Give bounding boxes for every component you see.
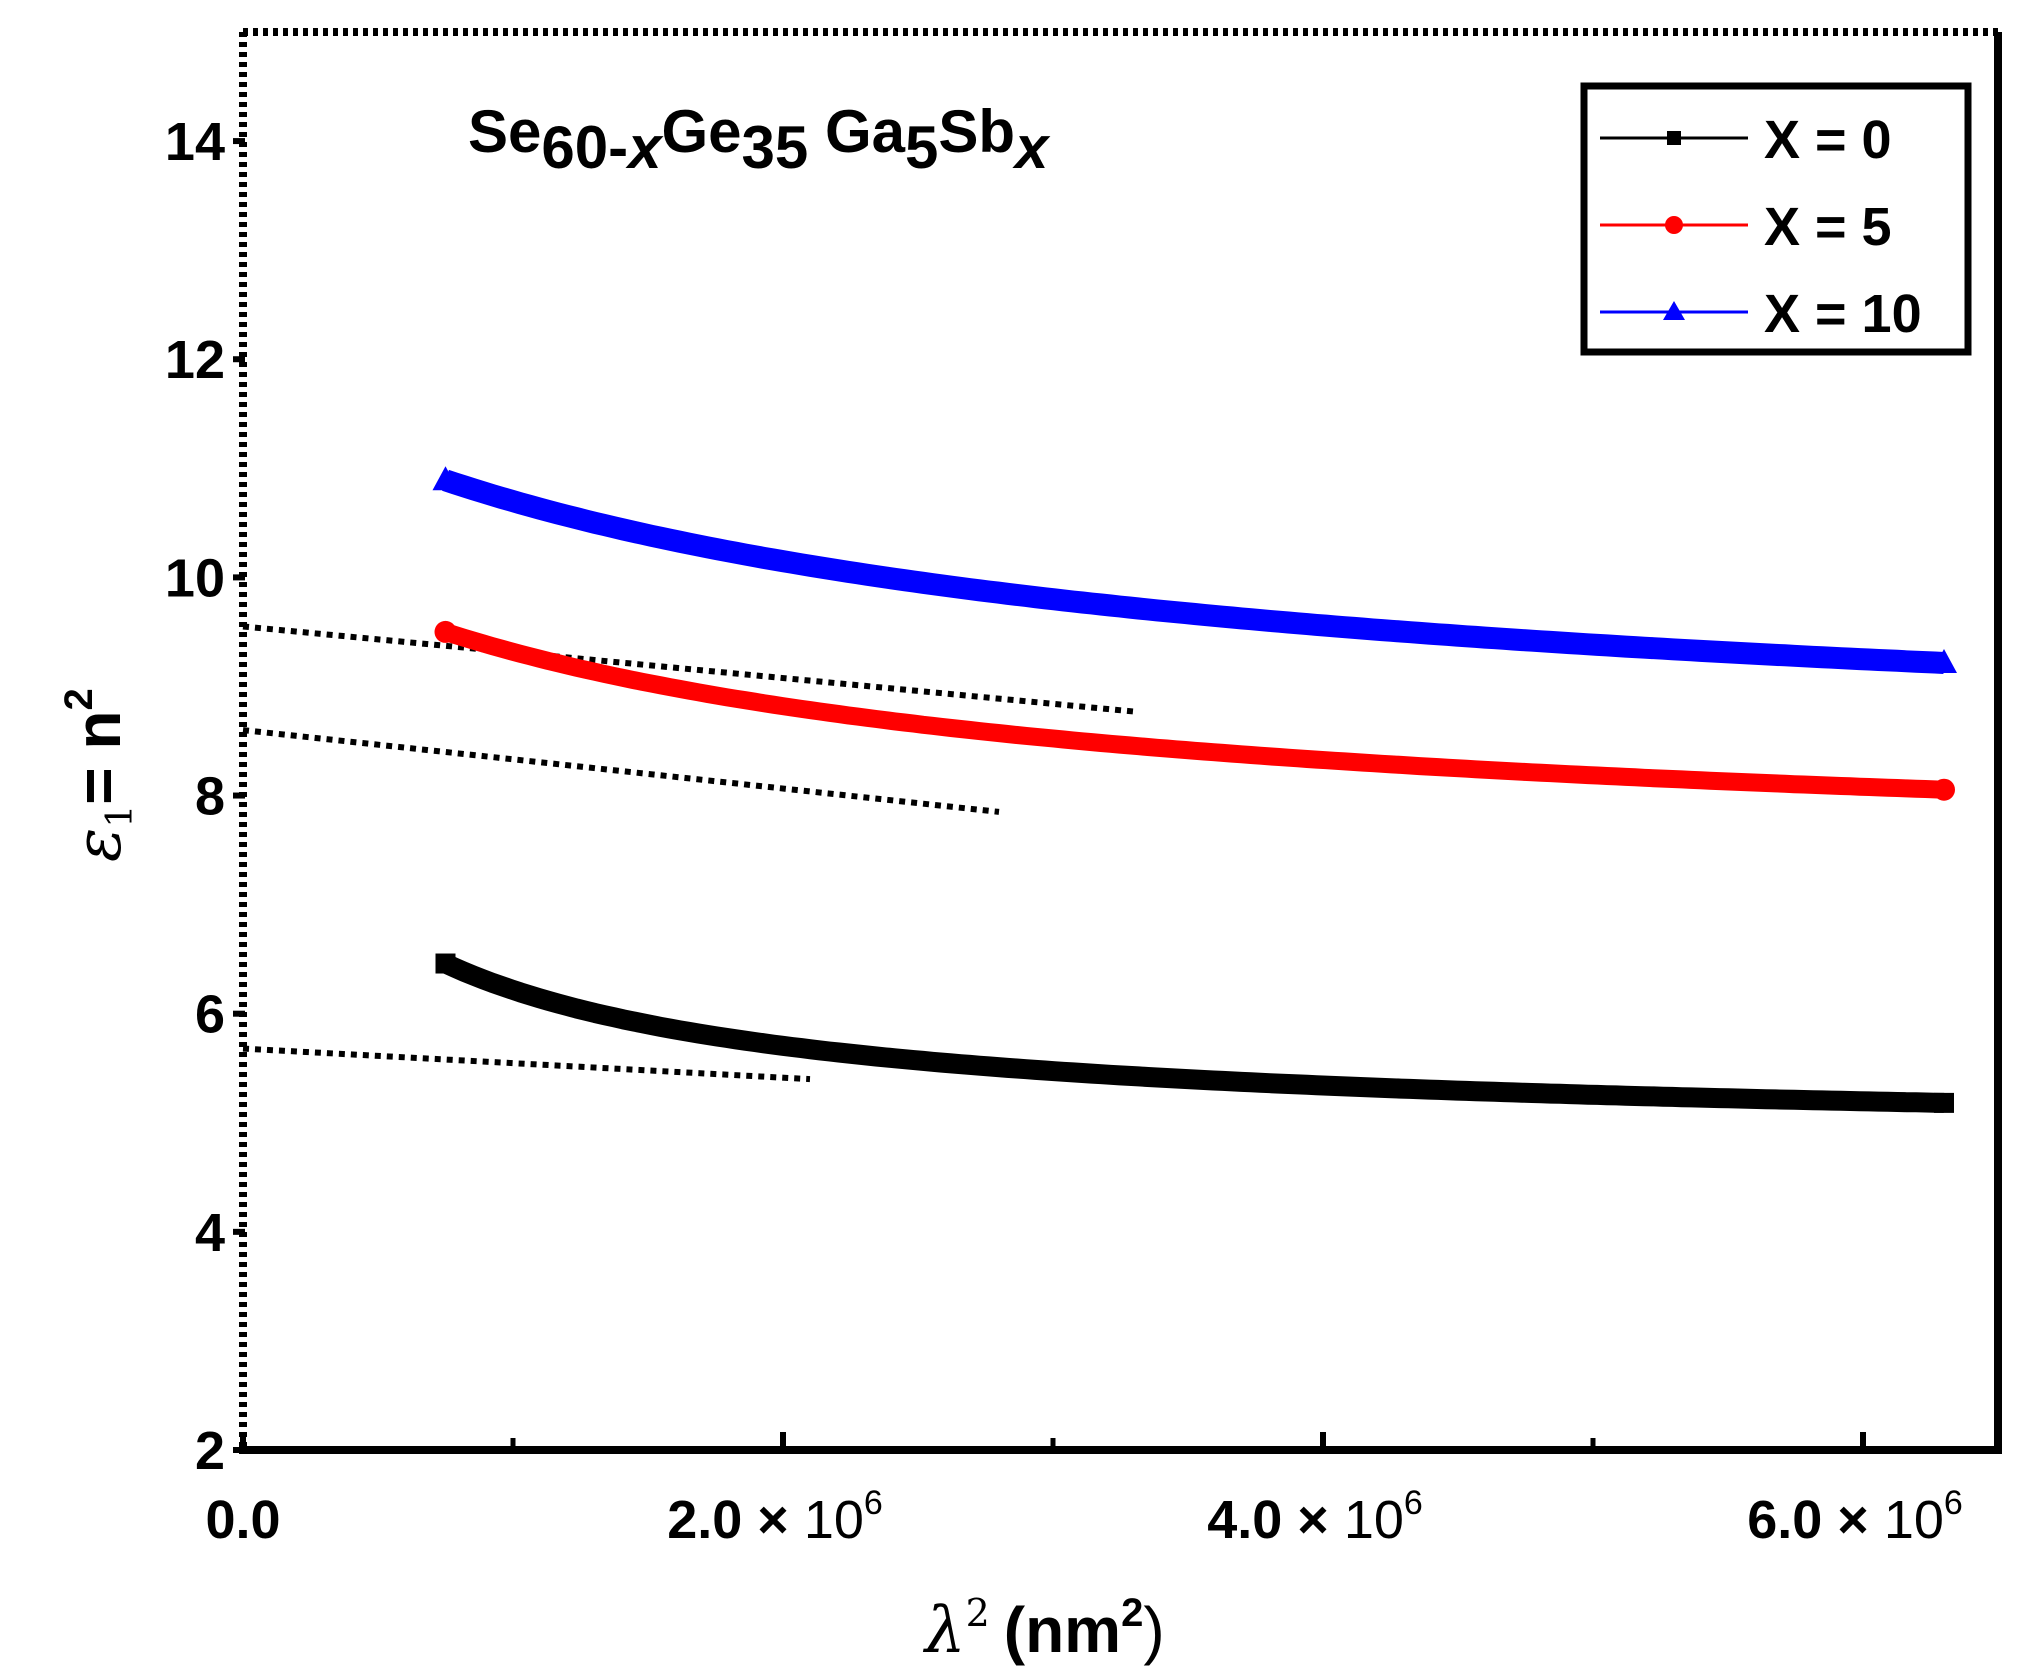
composition-element-1: Se — [468, 98, 541, 165]
x-tick-exp: 6 — [864, 1484, 883, 1522]
y-axis-sup: 2 — [57, 688, 101, 710]
x-tick-mantissa: 2.0 — [667, 1490, 742, 1550]
legend-marker-triangle — [1663, 301, 1685, 320]
x-tick-label-1: 2.0 × 106 — [667, 1484, 883, 1550]
y-tick-label-6: 6 — [195, 985, 225, 1045]
x-tick-mantissa: 6.0 — [1747, 1490, 1822, 1550]
composition-subvar-4: x — [1012, 114, 1051, 181]
composition-element-3: Ga — [808, 98, 905, 165]
x-tick-base: 10 — [1344, 1490, 1404, 1550]
legend-marker-circle — [1665, 216, 1683, 234]
legend-marker-square — [1667, 131, 1681, 145]
y-axis-symbol-sub: 1 — [100, 805, 141, 828]
series-3-start-marker — [432, 466, 459, 491]
x-tick-exp: 6 — [1404, 1484, 1423, 1522]
x-tick-times: × — [742, 1490, 804, 1550]
x-tick-label-0: 0.0 — [205, 1490, 280, 1550]
legend: X = 0 X = 5 X = 10 — [1580, 82, 1972, 356]
x-tick-times: × — [1282, 1490, 1344, 1550]
y-axis-eq: = n — [62, 711, 134, 805]
y-axis-title: ε1= n2 — [57, 688, 141, 862]
x-tick-mantissa: 0.0 — [205, 1490, 280, 1550]
x-axis-unit-sup: 2 — [1121, 1591, 1143, 1635]
composition-element-4: Sb — [938, 98, 1015, 165]
y-tick-label-8: 8 — [195, 767, 225, 827]
legend-label-2: X = 5 — [1764, 197, 1892, 257]
series-1-end-marker — [1934, 1092, 1954, 1113]
series-2-end-marker — [1933, 778, 1955, 801]
x-axis-unit: (nm — [1004, 1594, 1121, 1666]
x-axis-symbol: λ — [922, 1594, 966, 1668]
y-tick-label-14: 14 — [165, 112, 225, 172]
x-axis-unit-close: ) — [1143, 1594, 1164, 1666]
composition-subscript-3: 5 — [905, 114, 938, 181]
y-tick-label-10: 10 — [165, 548, 225, 608]
fit-line-3 — [242, 1045, 811, 1083]
plot-frame — [239, 28, 2002, 1454]
legend-label-1: X = 0 — [1764, 110, 1892, 170]
series-line-3 — [442, 469, 1946, 674]
y-tick-label-12: 12 — [165, 330, 225, 390]
x-tick-label-3: 6.0 × 106 — [1747, 1484, 1963, 1550]
legend-box — [1580, 82, 1972, 356]
x-axis-symbol-sup: 2 — [966, 1591, 990, 1635]
series-2-start-marker — [434, 620, 457, 643]
composition-label: Se60-xGe35 Ga5Sbx — [468, 98, 1051, 181]
series-line-1 — [441, 954, 1945, 1113]
series-line-2 — [442, 623, 1945, 799]
svg-text:ε1= n2: ε1= n2 — [57, 688, 141, 862]
series-lines — [432, 466, 1957, 1113]
x-tick-label-2: 4.0 × 106 — [1207, 1484, 1423, 1550]
y-axis-symbol: ε — [62, 828, 136, 862]
x-tick-base: 10 — [1884, 1490, 1944, 1550]
y-tick-label-2: 2 — [195, 1421, 225, 1481]
composition-subvar-1: x — [625, 114, 664, 181]
series-3-end-marker — [1931, 648, 1957, 673]
y-tick-label-4: 4 — [195, 1203, 225, 1263]
x-tick-times: × — [1822, 1490, 1884, 1550]
x-tick-mantissa: 4.0 — [1207, 1490, 1282, 1550]
x-tick-exp: 6 — [1944, 1484, 1963, 1522]
composition-subscript-2: 35 — [742, 114, 809, 181]
x-axis-title: λ2 (nm2) — [922, 1591, 1165, 1668]
fit-lines — [242, 623, 1135, 1083]
x-tick-base: 10 — [804, 1490, 864, 1550]
composition-subscript-1: 60- — [541, 114, 628, 181]
svg-text:λ2(nm2): λ2 (nm2) — [922, 1591, 1165, 1668]
fit-line-1 — [242, 623, 1135, 715]
series-1-start-marker — [435, 953, 456, 974]
fit-line-2 — [242, 727, 1000, 815]
legend-label-3: X = 10 — [1764, 284, 1922, 344]
composition-element-2: Ge — [661, 98, 741, 165]
